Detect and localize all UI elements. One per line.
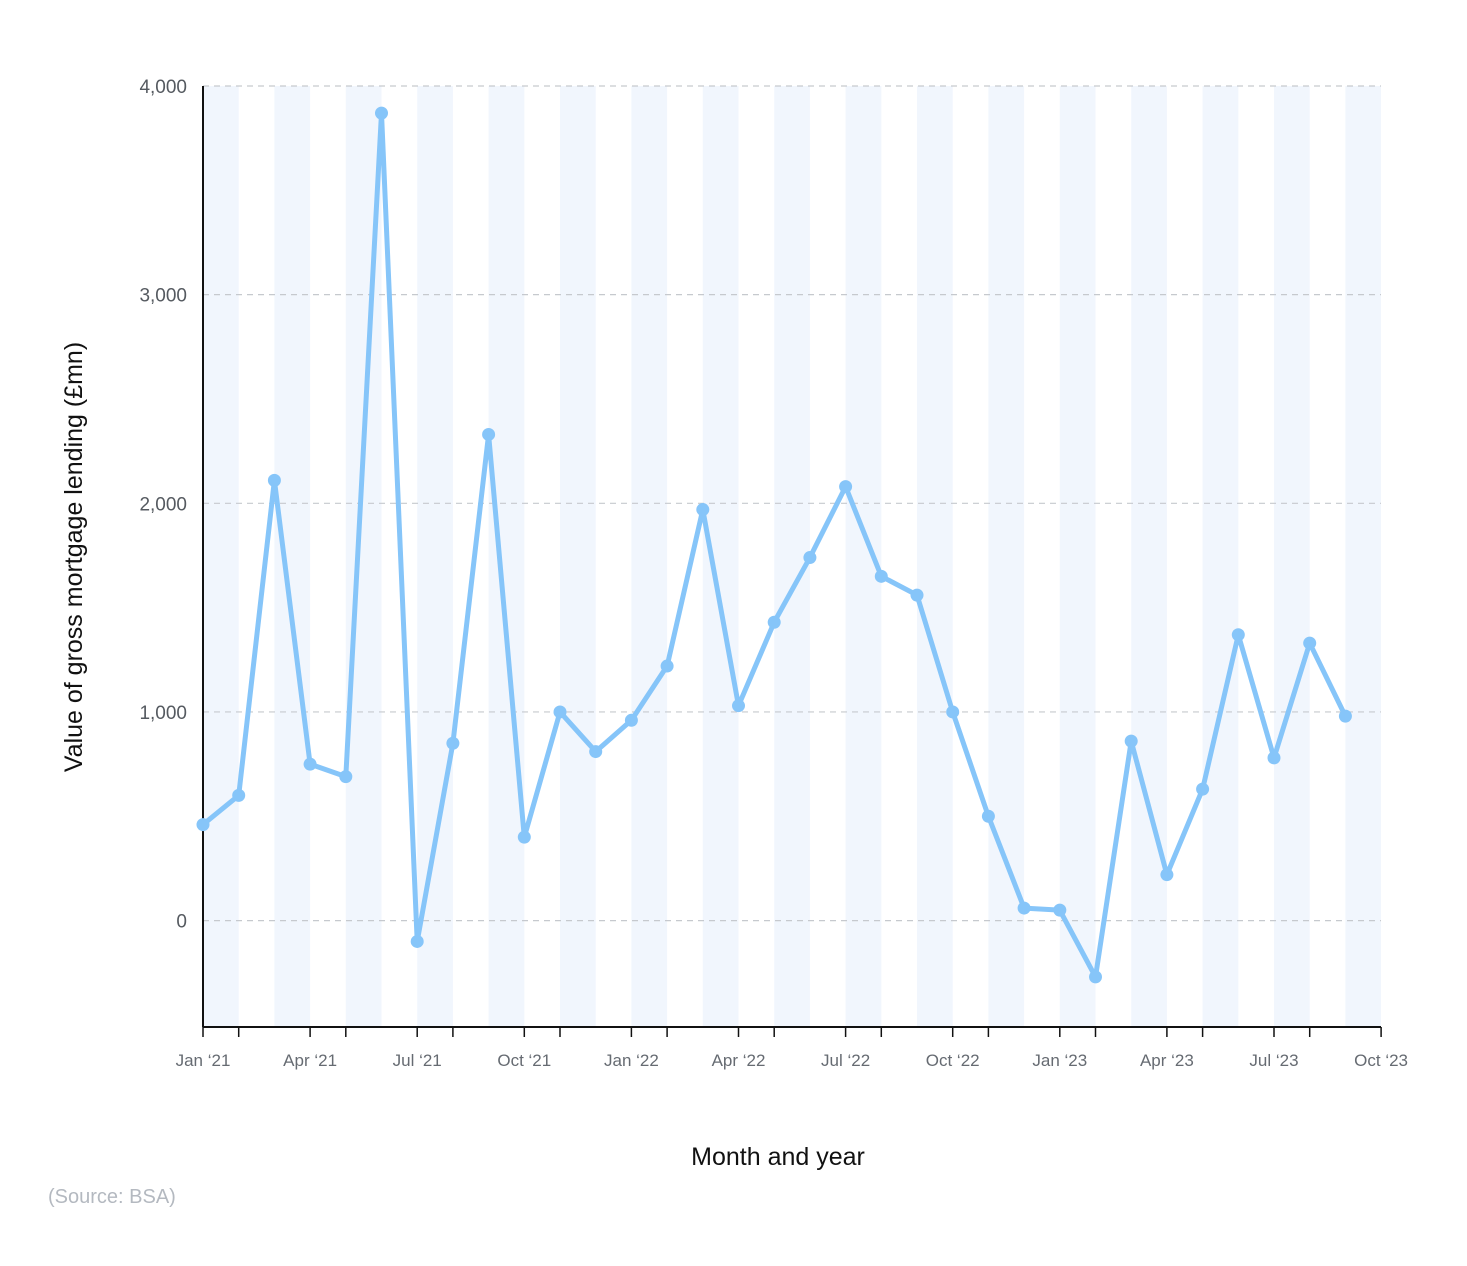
data-point (553, 705, 567, 719)
gridlines (203, 85, 1381, 922)
x-tick-label: Jan ‘22 (604, 1051, 659, 1070)
x-axis-title: Month and year (691, 1143, 865, 1171)
data-point (446, 736, 460, 750)
data-point (1053, 903, 1067, 917)
data-point (1017, 901, 1031, 915)
data-point (517, 830, 531, 844)
data-point (1267, 751, 1281, 765)
series-points (196, 106, 1352, 984)
y-tick-label: 1,000 (139, 703, 187, 724)
y-tick-label: 0 (176, 912, 187, 933)
y-tick-label: 2,000 (139, 494, 187, 515)
data-point (839, 480, 853, 494)
data-point (1231, 628, 1245, 642)
data-point (767, 615, 781, 629)
background-band (917, 86, 953, 1027)
data-point (803, 551, 817, 565)
background-band (702, 86, 739, 1027)
data-point (1338, 709, 1352, 723)
x-tick-label: Apr ‘22 (712, 1051, 766, 1070)
x-tick-label: Apr ‘21 (283, 1051, 337, 1070)
background-band (560, 86, 596, 1027)
x-tick-label: Apr ‘23 (1140, 1051, 1194, 1070)
data-point (1303, 636, 1317, 650)
background-band (988, 86, 1025, 1027)
background-bands (203, 86, 1381, 1027)
y-tick-label: 3,000 (139, 286, 187, 307)
x-axis-ticks: Jan ‘21 Apr ‘21 Jul ‘21 Oct ‘21 Jan ‘22 Apr ‘… (176, 1027, 1408, 1070)
x-tick-label: Jul ‘23 (1249, 1051, 1298, 1070)
data-point (232, 788, 246, 802)
data-point (1124, 734, 1138, 748)
x-tick-label: Jul ‘22 (821, 1051, 870, 1070)
data-point (339, 770, 353, 784)
x-tick-label: Oct ‘21 (497, 1051, 551, 1070)
data-point (660, 659, 674, 673)
x-tick-label: Oct ‘22 (926, 1051, 980, 1070)
y-tick-label: 4,000 (139, 77, 187, 98)
background-band (488, 86, 525, 1027)
data-point (410, 934, 424, 948)
axes (202, 86, 1381, 1028)
background-band (1202, 86, 1239, 1027)
background-band (631, 86, 668, 1027)
background-band (1059, 86, 1096, 1027)
data-point (874, 569, 888, 583)
data-point (1196, 782, 1210, 796)
y-axis-title: Value of gross mortgage lending (£mn) (60, 342, 88, 772)
x-tick-label: Jan ‘21 (176, 1051, 231, 1070)
source-note: (Source: BSA) (48, 1186, 176, 1208)
data-point (375, 106, 388, 120)
y-axis-ticks: 0 1,000 2,000 3,000 4,000 (139, 77, 187, 933)
background-band (203, 86, 239, 1027)
background-band (1274, 86, 1310, 1027)
data-point (732, 699, 745, 713)
background-band (1131, 86, 1167, 1027)
background-band (417, 86, 453, 1027)
data-point (624, 713, 638, 727)
background-band (1345, 86, 1381, 1027)
data-point (303, 757, 317, 771)
data-point (946, 705, 960, 719)
data-point (196, 818, 210, 832)
data-point (1089, 970, 1102, 984)
data-point (1160, 868, 1174, 882)
data-point (910, 588, 924, 602)
data-point (482, 427, 496, 441)
background-band (274, 86, 311, 1027)
data-point (696, 503, 710, 517)
x-tick-label: Oct ‘23 (1354, 1051, 1408, 1070)
x-tick-label: Jan ‘23 (1032, 1051, 1087, 1070)
data-point (981, 809, 995, 823)
data-point (267, 473, 281, 487)
data-point (589, 745, 603, 759)
x-tick-label: Jul ‘21 (393, 1051, 442, 1070)
